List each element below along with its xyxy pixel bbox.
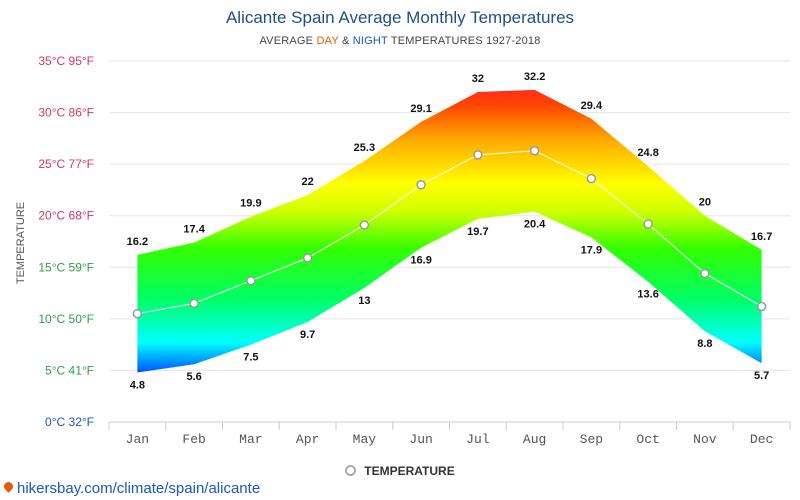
x-tick-label: Jan xyxy=(126,432,149,447)
night-value-label: 7.5 xyxy=(243,352,258,364)
day-value-label: 17.4 xyxy=(183,224,205,236)
source-link[interactable]: hikersbay.com/climate/spain/alicante xyxy=(3,480,260,497)
average-temperature-line xyxy=(137,150,762,315)
night-value-label: 16.9 xyxy=(410,255,431,267)
night-value-label: 5.7 xyxy=(754,370,769,382)
average-point xyxy=(416,180,426,190)
chart-subtitle: AVERAGE DAY & NIGHT TEMPERATURES 1927-20… xyxy=(0,35,800,47)
night-value-label: 17.9 xyxy=(581,244,602,256)
x-tick-label: Feb xyxy=(182,432,205,447)
average-point xyxy=(302,253,313,263)
x-tick-label: Oct xyxy=(636,432,659,447)
night-value-label: 20.4 xyxy=(524,219,546,231)
average-point xyxy=(586,173,597,184)
day-value-label: 22 xyxy=(302,176,314,188)
y-tick-label: 10°C 50°F xyxy=(38,312,94,326)
average-points xyxy=(132,145,767,319)
x-axis: Jan Feb Mar Apr May Jun Jul Aug Sep Oct Nov Dec xyxy=(108,422,791,447)
x-tick-label: Jun xyxy=(409,432,432,447)
day-value-label: 32 xyxy=(472,73,484,85)
x-tick-label: May xyxy=(353,432,377,447)
average-point xyxy=(756,301,767,312)
x-tick-label: Sep xyxy=(580,432,603,447)
day-value-label: 19.9 xyxy=(240,198,261,210)
night-value-label: 5.6 xyxy=(186,371,201,383)
x-tick-label: Apr xyxy=(296,432,319,447)
y-tick-label: 15°C 59°F xyxy=(38,260,94,274)
y-tick-label: 25°C 77°F xyxy=(38,157,94,171)
night-value-label: 19.7 xyxy=(467,226,488,238)
average-point xyxy=(189,298,199,309)
average-point xyxy=(529,145,540,156)
average-point xyxy=(359,220,370,230)
day-value-label: 29.1 xyxy=(410,103,431,115)
day-value-label: 16.2 xyxy=(127,236,148,248)
average-point xyxy=(246,275,256,286)
average-point xyxy=(643,219,653,229)
night-value-label: 8.8 xyxy=(697,338,712,350)
day-value-label: 32.2 xyxy=(524,71,545,83)
subtitle-suffix: TEMPERATURES 1927-2018 xyxy=(387,35,541,47)
x-tick-label: Dec xyxy=(750,432,773,447)
subtitle-day: DAY xyxy=(316,35,339,47)
average-point xyxy=(473,150,483,160)
y-axis: 0°C 32°F 5°C 41°F 10°C 50°F 15°C 59°F 20°C 6… xyxy=(38,54,94,429)
night-value-label: 9.7 xyxy=(300,329,315,341)
y-tick-label: 20°C 68°F xyxy=(38,209,94,223)
night-value-label: 4.8 xyxy=(130,379,145,391)
legend-marker-icon xyxy=(345,465,357,476)
y-tick-label: 30°C 86°F xyxy=(38,106,94,120)
day-value-label: 29.4 xyxy=(581,100,603,112)
night-value-labels: 4.8 5.6 7.5 9.7 13 16.9 19.7 20.4 17.9 13.6 8.8 5.7 xyxy=(130,219,770,392)
chart-legend[interactable]: TEMPERATURE xyxy=(0,464,800,478)
y-tick-label: 0°C 32°F xyxy=(45,415,94,429)
night-value-label: 13 xyxy=(358,295,370,307)
y-tick-label: 5°C 41°F xyxy=(45,363,94,377)
average-point xyxy=(700,268,710,279)
average-point xyxy=(132,308,143,319)
subtitle-amp: & xyxy=(338,35,353,47)
subtitle-prefix: AVERAGE xyxy=(259,35,317,47)
source-link-text: hikersbay.com/climate/spain/alicante xyxy=(17,480,261,497)
day-value-label: 24.8 xyxy=(637,147,658,159)
legend-label: TEMPERATURE xyxy=(364,464,455,478)
night-value-label: 13.6 xyxy=(637,289,658,301)
x-tick-label: Jul xyxy=(466,432,490,447)
x-tick-label: Mar xyxy=(239,432,262,447)
x-tick-label: Nov xyxy=(693,432,717,447)
day-value-label: 20 xyxy=(699,197,711,209)
y-tick-label: 35°C 95°F xyxy=(38,54,94,68)
day-value-label: 16.7 xyxy=(751,231,772,243)
subtitle-night: NIGHT xyxy=(352,35,388,47)
y-axis-title: TEMPERATURE xyxy=(15,202,27,284)
x-tick-label: Aug xyxy=(523,432,546,447)
day-value-labels: 16.2 17.4 19.9 22 25.3 29.1 32 32.2 29.4 24.8 20 16… xyxy=(127,71,773,248)
temperature-range-band xyxy=(137,89,762,373)
chart-title: Alicante Spain Average Monthly Temperatu… xyxy=(225,8,575,27)
day-value-label: 25.3 xyxy=(354,142,375,154)
